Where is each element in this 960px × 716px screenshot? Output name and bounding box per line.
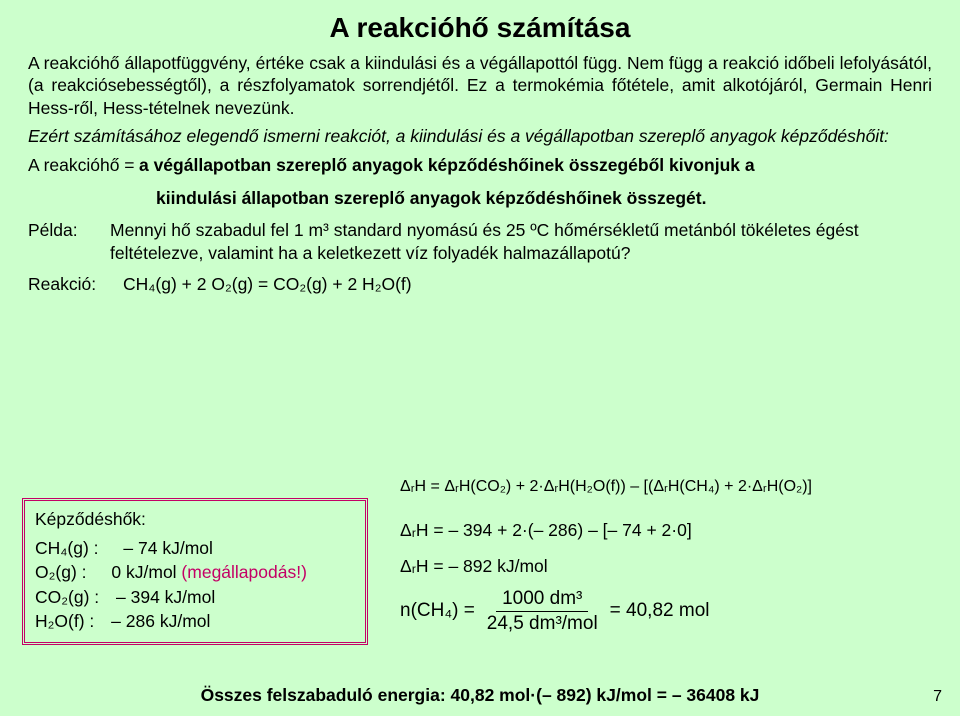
box-row-co2: CO₂(g) : – 394 kJ/mol: [35, 585, 355, 610]
box-header: Képződéshők:: [35, 507, 355, 532]
calculation-block: ΔᵣH = ΔᵣH(CO₂) + 2·ΔᵣH(H₂O(f)) – [(ΔᵣH(C…: [400, 472, 960, 636]
box-co2-value: – 394 kJ/mol: [116, 587, 215, 607]
box-row-h2o: H₂O(f) : – 286 kJ/mol: [35, 609, 355, 634]
box-h2o-label: H₂O(f) :: [35, 611, 94, 631]
box-o2-value: 0 kJ/mol: [111, 562, 176, 582]
box-o2-note: (megállapodás!): [177, 562, 307, 582]
box-row-o2: O₂(g) : 0 kJ/mol (megállapodás!): [35, 560, 355, 585]
n-ch4-lhs: n(CH₄) =: [400, 593, 475, 629]
n-ch4-rhs: = 40,82 mol: [610, 593, 710, 629]
definition-label: A reakcióhő =: [28, 155, 135, 175]
page-number: 7: [933, 688, 942, 706]
formation-heats-box: Képződéshők: CH₄(g) : – 74 kJ/mol O₂(g) …: [22, 498, 368, 645]
calc-line-1: ΔᵣH = ΔᵣH(CO₂) + 2·ΔᵣH(H₂O(f)) – [(ΔᵣH(C…: [400, 472, 960, 502]
fraction: 1000 dm³ 24,5 dm³/mol: [481, 589, 604, 634]
box-h2o-value: – 286 kJ/mol: [111, 611, 210, 631]
example-row: Példa: Mennyi hő szabadul fel 1 m³ stand…: [28, 219, 932, 265]
box-o2-label: O₂(g) :: [35, 562, 87, 582]
reaction-label: Reakció:: [28, 273, 123, 296]
calc-line-3: ΔᵣH = – 892 kJ/mol: [400, 550, 960, 583]
reaction-text: CH₄(g) + 2 O₂(g) = CO₂(g) + 2 H₂O(f): [123, 273, 932, 296]
reaction-row: Reakció: CH₄(g) + 2 O₂(g) = CO₂(g) + 2 H…: [28, 273, 932, 296]
box-ch4-value: – 74 kJ/mol: [123, 538, 212, 558]
definition-line-1: a végállapotban szereplő anyagok képződé…: [139, 155, 755, 175]
paragraph-1: A reakcióhő állapotfüggvény, értéke csak…: [28, 52, 932, 119]
moles-calc: n(CH₄) = 1000 dm³ 24,5 dm³/mol = 40,82 m…: [400, 589, 710, 634]
definition-line-2: kiindulási állapotban szereplő anyagok k…: [156, 187, 932, 209]
footer-result: Összes felszabaduló energia: 40,82 mol·(…: [0, 685, 960, 706]
box-ch4-label: CH₄(g) :: [35, 538, 99, 558]
calc-line-2: ΔᵣH = – 394 + 2·(– 286) – [– 74 + 2·0]: [400, 514, 960, 547]
fraction-numerator: 1000 dm³: [496, 589, 588, 612]
fraction-denominator: 24,5 dm³/mol: [481, 612, 604, 634]
box-row-ch4: CH₄(g) : – 74 kJ/mol: [35, 536, 355, 561]
paragraph-2: Ezért számításához elegendő ismerni reak…: [28, 125, 932, 147]
box-co2-label: CO₂(g) :: [35, 587, 99, 607]
example-text: Mennyi hő szabadul fel 1 m³ standard nyo…: [110, 219, 932, 265]
definition-block: A reakcióhő = a végállapotban szereplő a…: [28, 154, 932, 177]
page-title: A reakcióhő számítása: [28, 12, 932, 44]
example-label: Példa:: [28, 219, 110, 265]
